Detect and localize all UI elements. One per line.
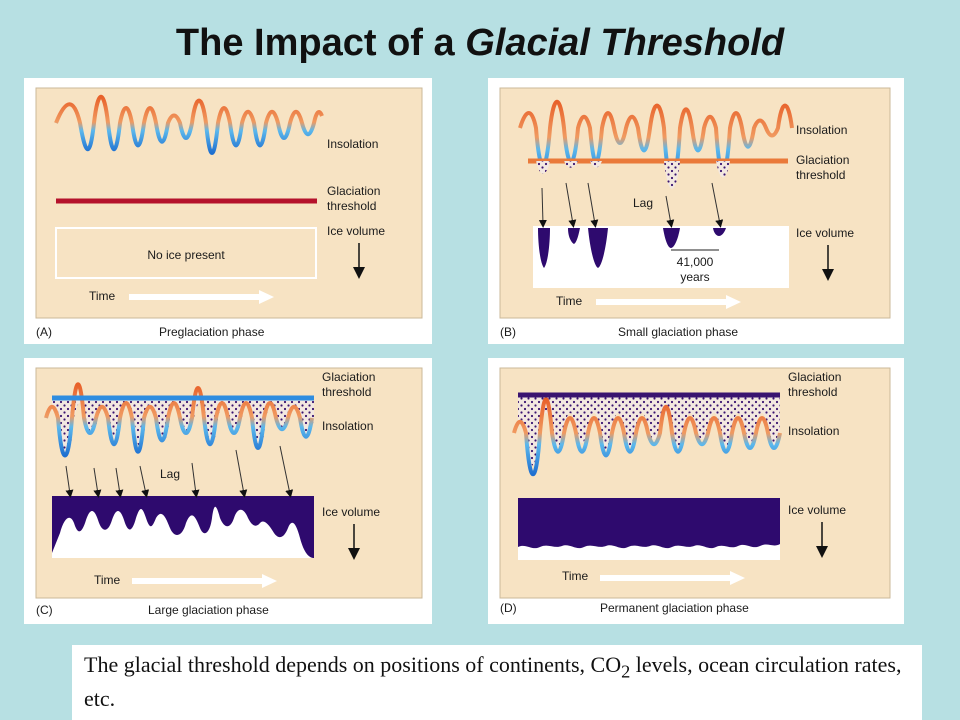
lag-arrow-c-2 (93, 467, 102, 498)
ice-volume-fill-d (518, 498, 780, 549)
time-label-c: Time (94, 573, 121, 587)
panel-a-figure: No ice present Insolation Glaciation thr… (35, 87, 423, 339)
glaciation-label-d-1: Glaciation (788, 370, 841, 384)
lag-arrow-c-6 (235, 449, 248, 498)
panel-a: No ice present Insolation Glaciation thr… (24, 78, 432, 344)
lag-arrow-c-7 (279, 445, 294, 498)
glaciation-label-a-1: Glaciation (327, 184, 380, 198)
glaciation-label-c-2: threshold (322, 385, 371, 399)
lag-arrow-c-1 (65, 465, 74, 498)
insolation-label-b: Insolation (796, 123, 847, 137)
panel-d: Glaciation threshold Insolation Ice volu… (488, 358, 904, 624)
panel-c-phase: Large glaciation phase (148, 603, 269, 617)
caption-text-2: levels, ocean circulation rates, etc. (84, 652, 902, 712)
time-arrow-d (600, 571, 745, 585)
title-prefix: The Impact of a (175, 22, 466, 64)
lag-arrow-b-5 (711, 182, 724, 228)
panel-c-figure: Lag Glaciation threshold Insolation Ice … (35, 367, 423, 617)
panel-b: Lag 41,000 years Insolation Glaciation t… (488, 78, 904, 344)
slide-title: The Impact of a Glacial Threshold (0, 22, 960, 65)
insolation-curve-d (512, 397, 782, 476)
ice-volume-label-c: Ice volume (322, 505, 380, 519)
no-ice-label: No ice present (147, 248, 225, 262)
glaciation-label-d-2: threshold (788, 385, 837, 399)
time-arrow-a (129, 290, 274, 304)
ice-volume-label-a: Ice volume (327, 224, 385, 238)
ice-volume-fill-c (52, 496, 314, 558)
lag-label-b: Lag (633, 196, 653, 210)
insolation-label-a: Insolation (327, 137, 378, 151)
time-label-d: Time (562, 569, 589, 583)
insolation-curve-c (44, 382, 314, 458)
panel-a-phase: Preglaciation phase (159, 325, 265, 339)
time-arrow-c (132, 574, 277, 588)
panel-c: Lag Glaciation threshold Insolation Ice … (24, 358, 432, 624)
panel-d-figure: Glaciation threshold Insolation Ice volu… (499, 367, 891, 615)
time-arrow-b (596, 295, 741, 309)
ice-volume-label-b: Ice volume (796, 226, 854, 240)
ice-volume-label-d: Ice volume (788, 503, 846, 517)
caption-text-1: The glacial threshold depends on positio… (84, 652, 622, 677)
lag-arrow-c-5 (191, 462, 200, 498)
lag-arrow-b-4 (665, 195, 675, 228)
glaciation-label-b-2: threshold (796, 168, 845, 182)
ice-accumulation-c (52, 398, 314, 456)
lag-arrow-b-3 (587, 182, 599, 228)
insolation-curve-b (518, 100, 794, 183)
lag-arrow-c-3 (115, 467, 124, 498)
caption-box: The glacial threshold depends on positio… (72, 645, 922, 720)
panel-c-letter: (C) (36, 603, 53, 617)
panel-b-letter: (B) (500, 325, 516, 339)
panel-a-letter: (A) (36, 325, 52, 339)
panel-b-phase: Small glaciation phase (618, 325, 738, 339)
span-label-b-1: 41,000 (677, 255, 714, 269)
glaciation-label-c-1: Glaciation (322, 370, 375, 384)
lag-arrow-c-4 (139, 465, 150, 498)
lag-arrow-b-1 (538, 187, 547, 228)
ice-volume-box-a (55, 227, 317, 279)
lag-arrow-b-2 (565, 182, 577, 228)
panel-d-letter: (D) (500, 601, 517, 615)
title-emphasis: Glacial Threshold (465, 22, 785, 64)
insolation-label-d: Insolation (788, 424, 839, 438)
insolation-curve-a (54, 95, 324, 155)
glaciation-label-a-2: threshold (327, 199, 376, 213)
span-label-b-2: years (680, 270, 709, 284)
insolation-label-c: Insolation (322, 419, 373, 433)
panel-d-phase: Permanent glaciation phase (600, 601, 749, 615)
time-label-b: Time (556, 294, 583, 308)
lag-label-c: Lag (160, 467, 180, 481)
glaciation-label-b-1: Glaciation (796, 153, 849, 167)
time-label-a: Time (89, 289, 116, 303)
caption-subscript: 2 (621, 661, 631, 682)
panel-b-figure: Lag 41,000 years Insolation Glaciation t… (499, 87, 891, 339)
